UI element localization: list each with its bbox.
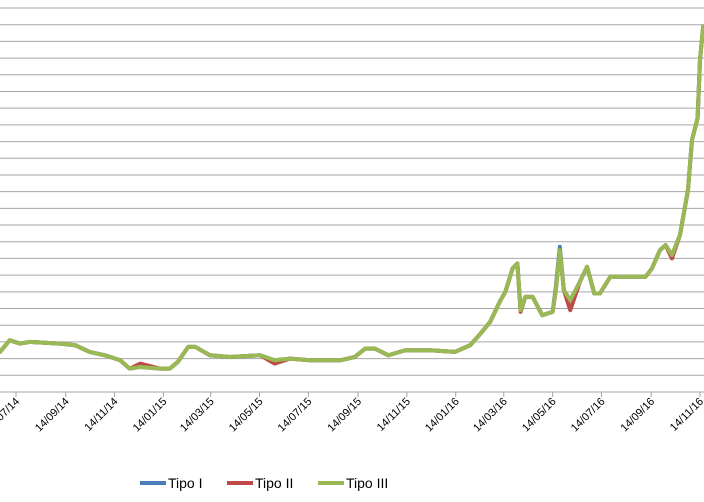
series-line [0,24,704,371]
x-tick-label: 14/07/14 [0,396,22,435]
series-line [0,24,704,371]
legend-label: Tipo II [255,475,293,491]
x-tick-label: 14/07/16 [569,396,608,435]
x-tick-label: 14/03/16 [471,396,510,435]
legend-label: Tipo III [346,475,388,491]
series-line [0,24,704,371]
x-tick-label: 14/03/15 [178,396,217,435]
x-tick-label: 14/09/15 [325,396,364,435]
x-tick-label: 14/05/16 [520,396,559,435]
x-tick-label: 14/05/15 [227,396,266,435]
x-tick-label: 14/11/16 [668,396,704,434]
x-tick-label: 14/11/14 [82,396,120,434]
x-tick-label: 14/09/14 [33,396,72,435]
legend-label: Tipo I [168,475,203,491]
x-tick-label: 14/09/16 [618,396,657,435]
x-tick-label: 14/01/15 [131,396,170,435]
x-tick-label: 14/07/15 [276,396,315,435]
x-tick-label: 14/01/16 [423,396,462,435]
x-tick-label: 14/11/15 [375,396,413,434]
